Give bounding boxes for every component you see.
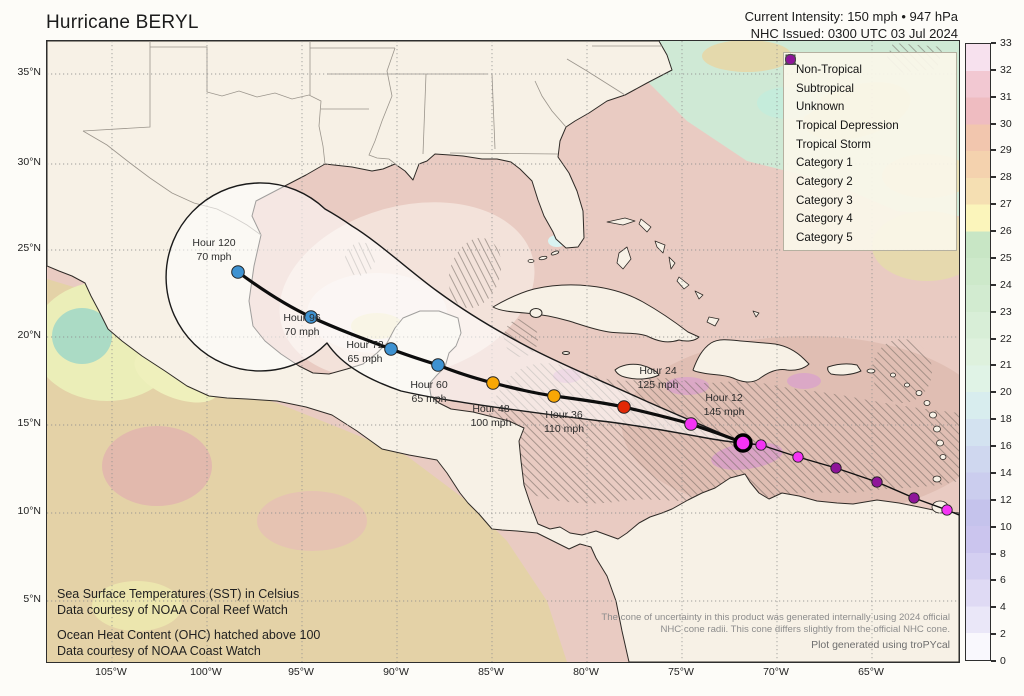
lon-axis-label: 105°W — [95, 666, 127, 678]
forecast-dot-hour-48 — [486, 376, 500, 390]
forecast-dot-hour-60 — [431, 358, 445, 372]
lon-axis-label: 75°W — [668, 666, 694, 678]
legend-item-category-1: Category 1 — [785, 54, 956, 172]
issued-readout: NHC Issued: 0300 UTC 03 Jul 2024 — [750, 26, 958, 41]
mainland — [47, 41, 959, 662]
lat-axis-label: 35°N — [17, 66, 41, 78]
past-dot — [941, 504, 953, 516]
forecast-dot-hour-36 — [547, 389, 561, 403]
past-track-dots — [755, 439, 953, 516]
legend-item-tropical-storm: Tropical Storm — [785, 54, 956, 154]
lon-axis-label: 80°W — [573, 666, 599, 678]
legend-item-subtropical: Subtropical — [785, 54, 956, 98]
islands-florida-keys — [527, 250, 560, 263]
lat-axis-label: 5°N — [23, 593, 41, 605]
tropycal-credit: Plot generated using troPYcal — [811, 639, 950, 651]
lat-axis-label: 25°N — [17, 242, 41, 254]
past-dot — [830, 462, 842, 474]
forecast-dot-hour-24 — [617, 400, 631, 414]
current-position-dot — [733, 433, 753, 453]
forecast-dot-hour-120 — [231, 265, 245, 279]
lon-axis-label: 70°W — [763, 666, 789, 678]
sst-credit-note: Sea Surface Temperatures (SST) in Celsiu… — [57, 587, 321, 658]
legend: Non-Tropical Subtropical Unknown Tropica… — [783, 52, 957, 251]
legend-item-category-4: Category 4 — [785, 54, 956, 229]
island-hispaniola — [692, 339, 810, 383]
legend-item-tropical-depression: Tropical Depression — [785, 54, 956, 135]
island-puerto-rico — [827, 363, 862, 376]
legend-item-non-tropical: Non-Tropical — [784, 53, 956, 79]
island-isla-juventud — [529, 308, 543, 318]
legend-item-category-3: Category 3 — [785, 54, 956, 210]
page-title: Hurricane BERYL — [46, 12, 199, 33]
cone-of-uncertainty — [165, 182, 744, 444]
lat-axis-label: 30°N — [17, 156, 41, 168]
islands-bahamas — [606, 217, 760, 327]
lon-axis-label: 100°W — [190, 666, 222, 678]
legend-item-category-5: Category 5 — [785, 54, 956, 247]
past-dot — [908, 492, 920, 504]
coastline-land — [47, 41, 959, 662]
forecast-dot-hour-96 — [304, 310, 318, 324]
lon-axis-label: 90°W — [383, 666, 409, 678]
intensity-readout: Current Intensity: 150 mph • 947 hPa — [744, 9, 958, 24]
circle-marker-icon — [785, 54, 796, 65]
forecast-track-dots — [231, 265, 698, 431]
header-readouts: Current Intensity: 150 mph • 947 hPa NHC… — [745, 8, 958, 42]
state-borders — [82, 41, 662, 236]
legend-item-category-2: Category 2 — [785, 54, 956, 191]
lon-axis-label: 85°W — [478, 666, 504, 678]
legend-item-unknown: Unknown — [784, 53, 956, 116]
lat-axis-label: 15°N — [17, 417, 41, 429]
past-dot — [792, 451, 804, 463]
island-jamaica — [614, 363, 660, 380]
colorbar-gradient — [965, 43, 991, 661]
colorbar: 33 32 31 30 29 28 27 26 25 24 23 22 21 2… — [965, 37, 1012, 667]
lat-axis-label: 20°N — [17, 329, 41, 341]
forecast-dot-hour-72 — [384, 342, 398, 356]
cone-disclaimer: The cone of uncertainty in this product … — [601, 612, 950, 635]
lon-axis-label: 65°W — [858, 666, 884, 678]
past-track-line — [742, 442, 959, 516]
lon-axis-label: 95°W — [288, 666, 314, 678]
past-dot — [755, 439, 767, 451]
island-cayman — [562, 351, 570, 355]
map: Hour 120 70 mph Hour 96 70 mph Hour 72 65 m… — [46, 40, 960, 663]
lat-axis-label: 10°N — [17, 505, 41, 517]
past-dot — [871, 476, 883, 488]
island-cuba — [492, 284, 700, 343]
forecast-dot-hour-12 — [684, 417, 698, 431]
